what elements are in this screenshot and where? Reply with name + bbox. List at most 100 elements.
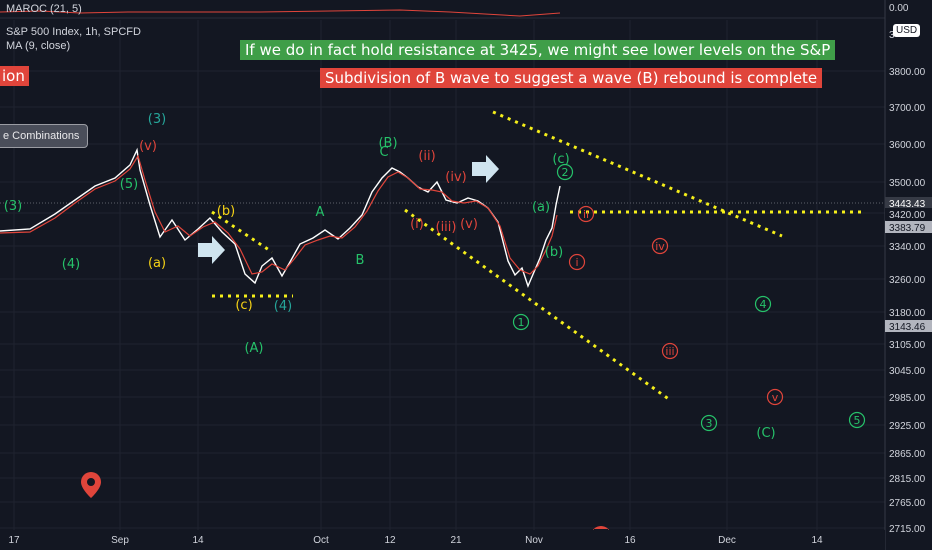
svg-text:4: 4 <box>760 298 767 311</box>
indicator-axis-value: 0.00 <box>889 3 909 14</box>
right-arrow-icon <box>472 155 499 183</box>
svg-text:(A): (A) <box>244 341 263 356</box>
y-tick-label: 2815.00 <box>889 474 926 485</box>
wave-label: 4 <box>754 295 772 313</box>
wave-label: (C) <box>756 426 775 441</box>
location-pin-icon[interactable] <box>81 472 101 498</box>
svg-text:(a): (a) <box>532 200 550 215</box>
x-tick-label: Sep <box>111 535 129 546</box>
wave-label: (c) <box>235 298 252 313</box>
x-tick-label: 16 <box>624 535 636 546</box>
currency-button[interactable]: USD <box>893 24 921 37</box>
y-tick-label: 3700.00 <box>889 103 926 114</box>
price-line <box>0 147 561 288</box>
wave-label: 1 <box>512 313 530 331</box>
wave-label: (4) <box>274 299 292 314</box>
wave-label: (v) <box>139 139 157 154</box>
svg-text:(v): (v) <box>139 139 157 154</box>
wave-label: (b) <box>545 245 563 260</box>
svg-text:(iv): (iv) <box>445 170 466 185</box>
wave-label: 2 <box>556 163 574 181</box>
svg-text:iii: iii <box>665 345 674 358</box>
svg-text:ii: ii <box>583 208 589 221</box>
wave-label: v <box>766 388 784 406</box>
svg-text:(B): (B) <box>378 136 397 151</box>
y-tick-label: 3260.00 <box>889 275 926 286</box>
red-callout: Subdivision of B wave to suggest a wave … <box>320 68 823 88</box>
y-tick-label: 2985.00 <box>889 393 926 404</box>
y-tick-label: 2925.00 <box>889 421 926 432</box>
x-tick-label: Nov <box>525 535 543 546</box>
symbol-legend[interactable]: S&P 500 Index, 1h, SPCFD <box>6 26 141 38</box>
price-tag-label: 3443.43 <box>889 199 926 210</box>
wave-label: (3) <box>4 199 22 214</box>
wave-label: iv <box>651 237 669 255</box>
y-tick-label: 3 <box>889 30 895 41</box>
wave-label: (a) <box>532 200 550 215</box>
wave-label: (B) <box>378 136 397 151</box>
ma-legend[interactable]: MA (9, close) <box>6 40 70 52</box>
svg-text:v: v <box>772 391 779 404</box>
price-tag-label: 3383.79 <box>889 223 926 234</box>
svg-text:3: 3 <box>706 417 713 430</box>
svg-text:B: B <box>356 253 365 268</box>
svg-text:(b): (b) <box>545 245 563 260</box>
svg-text:1: 1 <box>518 316 525 329</box>
wave-label: 3 <box>700 414 718 432</box>
x-axis-background <box>0 530 885 550</box>
svg-text:(4): (4) <box>62 257 80 272</box>
wave-label: (v) <box>460 217 478 232</box>
y-axis-background <box>885 0 932 550</box>
x-tick-label: 17 <box>8 535 20 546</box>
maroc-indicator-line <box>0 9 561 17</box>
wave-label: (ii) <box>418 149 435 164</box>
indicator-legend[interactable]: MAROC (21, 5) <box>6 3 82 15</box>
svg-text:(5): (5) <box>120 177 138 192</box>
svg-text:iv: iv <box>655 240 665 253</box>
svg-text:(4): (4) <box>274 299 292 314</box>
x-tick-label: Dec <box>718 535 736 546</box>
price-tag-label: 3420.00 <box>889 210 926 221</box>
svg-text:(c): (c) <box>235 298 252 313</box>
x-tick-label: 14 <box>811 535 823 546</box>
wave-label: ii <box>577 205 595 223</box>
symbol-line: S&P 500 Index, 1h, SPCFD <box>6 26 141 38</box>
svg-text:(3): (3) <box>148 112 166 127</box>
svg-text:(v): (v) <box>460 217 478 232</box>
x-tick-label: 12 <box>384 535 396 546</box>
wave-label: (3) <box>148 112 166 127</box>
price-tag-label: 3143.46 <box>889 322 926 333</box>
svg-text:(b): (b) <box>217 204 235 219</box>
price-tag <box>885 208 932 220</box>
combinations-button[interactable]: e Combinations <box>0 124 89 148</box>
wave-label: i <box>568 253 586 271</box>
wave-label: 5 <box>848 411 866 429</box>
y-tick-label: 3800.00 <box>889 67 926 78</box>
wave-label: (iv) <box>445 170 466 185</box>
x-tick-label: Oct <box>313 535 329 546</box>
svg-text:A: A <box>316 205 325 220</box>
cut-off-callout: ion <box>0 66 29 86</box>
indicator-label: MAROC (21, 5) <box>6 3 82 15</box>
svg-text:(ii): (ii) <box>418 149 435 164</box>
svg-text:i: i <box>575 256 578 269</box>
wave-label: (a) <box>148 256 166 271</box>
y-tick-label: 3105.00 <box>889 340 926 351</box>
x-tick-label: 21 <box>450 535 462 546</box>
svg-text:(a): (a) <box>148 256 166 271</box>
green-callout: If we do in fact hold resistance at 3425… <box>240 40 836 60</box>
y-tick-label: 3180.00 <box>889 308 926 319</box>
x-tick-label: 14 <box>192 535 204 546</box>
wave-label: C <box>379 145 388 160</box>
svg-text:C: C <box>379 145 388 160</box>
ma-label: MA (9, close) <box>6 40 71 52</box>
svg-text:(i): (i) <box>410 217 424 232</box>
y-tick-label: 3500.00 <box>889 178 926 189</box>
y-tick-label: 2715.00 <box>889 524 926 535</box>
wave-label: (4) <box>62 257 80 272</box>
wave-label: (b) <box>217 204 235 219</box>
y-tick-label: 2765.00 <box>889 498 926 509</box>
y-tick-label: 3045.00 <box>889 366 926 377</box>
wave-label: (iii) <box>436 220 457 235</box>
